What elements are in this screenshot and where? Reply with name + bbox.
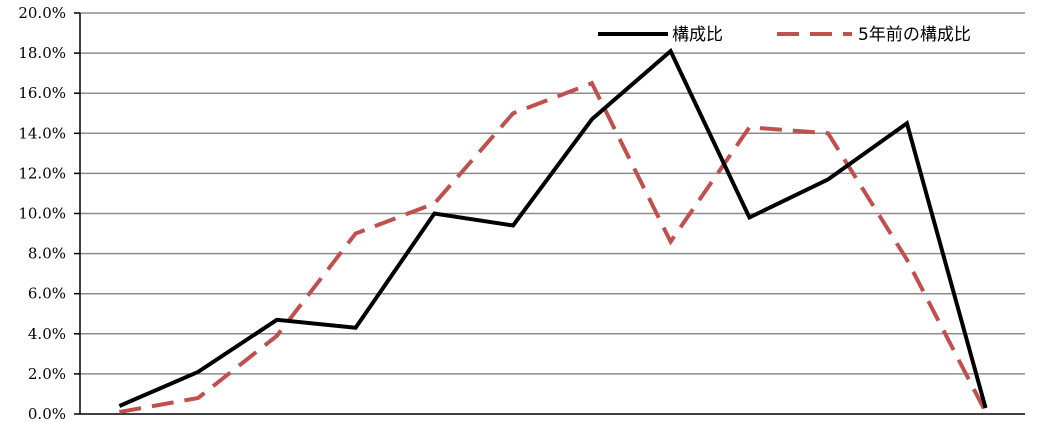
legend-label: 5年前の構成比 bbox=[858, 25, 971, 45]
legend-label: 構成比 bbox=[672, 25, 723, 45]
y-tick-label: 2.0% bbox=[28, 365, 66, 383]
legend: 構成比 5年前の構成比 bbox=[598, 25, 971, 45]
y-tick-label: 8.0% bbox=[28, 245, 66, 263]
y-tick-label: 20.0% bbox=[18, 4, 66, 22]
y-tick-label: 0.0% bbox=[28, 405, 66, 423]
y-tick-label: 14.0% bbox=[18, 124, 66, 142]
y-tick-label: 18.0% bbox=[18, 44, 66, 62]
series-lines bbox=[118, 47, 988, 414]
y-tick-label: 16.0% bbox=[18, 84, 66, 102]
y-axis-tick-labels: 0.0% 2.0% 4.0% 6.0% 8.0% 10.0% 12.0% 14.0% 16.0%… bbox=[18, 4, 66, 423]
y-tick-label: 4.0% bbox=[28, 325, 66, 343]
axes bbox=[74, 12, 1025, 415]
y-tick-label: 10.0% bbox=[18, 205, 66, 223]
series-line-current bbox=[118, 47, 988, 409]
y-tick-label: 12.0% bbox=[18, 164, 66, 182]
series-line-5yr-ago bbox=[119, 80, 988, 414]
y-tick-label: 6.0% bbox=[28, 285, 66, 303]
gridlines bbox=[80, 12, 1025, 375]
